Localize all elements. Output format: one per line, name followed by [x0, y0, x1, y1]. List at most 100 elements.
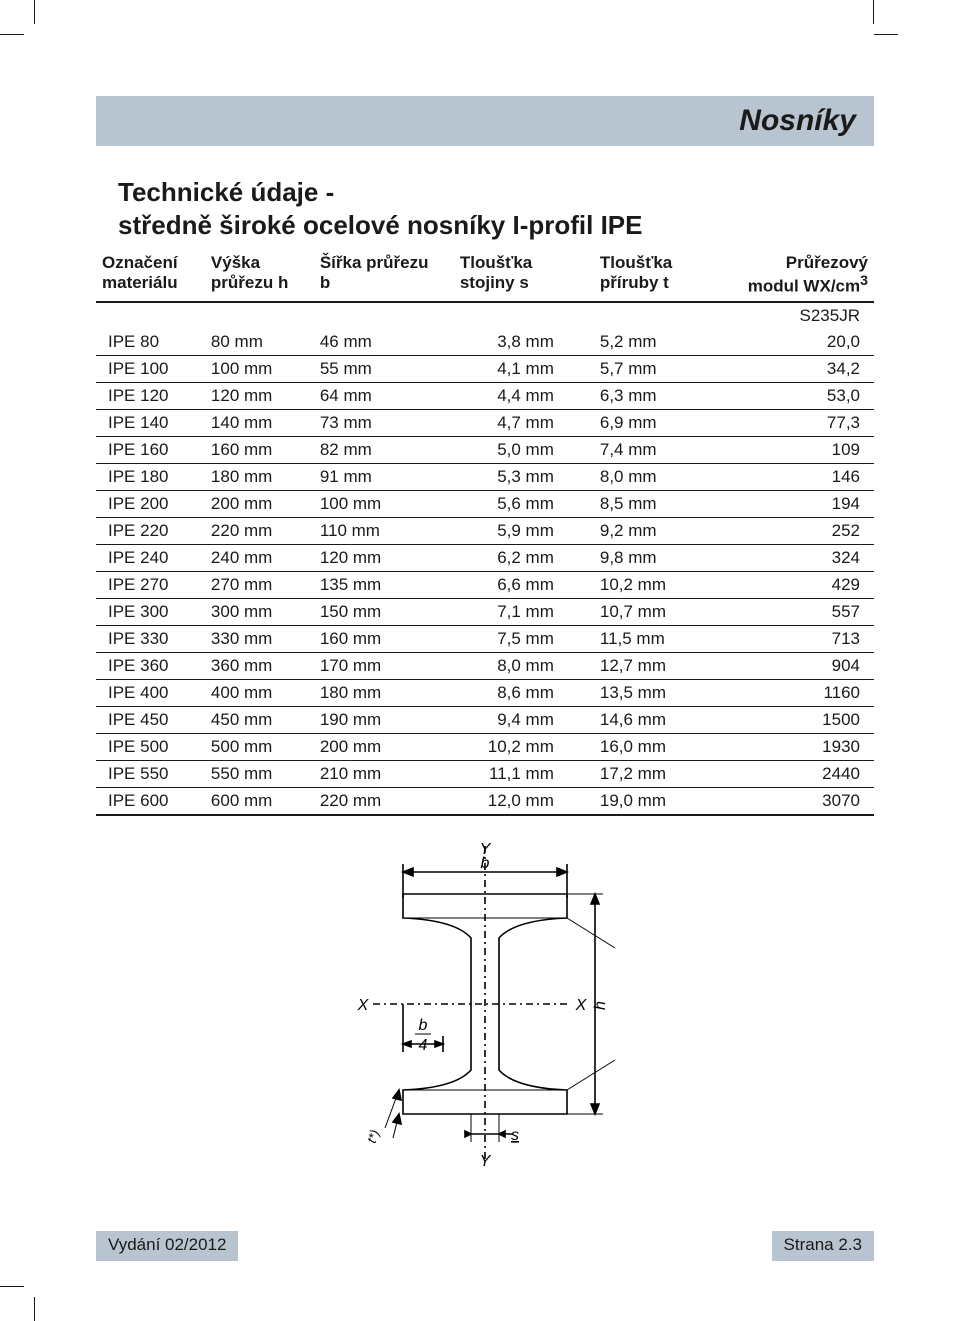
table-cell: IPE 120	[96, 383, 205, 410]
header-band: Nosníky	[96, 96, 874, 146]
col-header-height: Výškaprůřezu h	[205, 251, 314, 302]
svg-text:h: h	[592, 1001, 609, 1010]
table-cell: 77,3	[718, 410, 874, 437]
table-cell: 3,8 mm	[454, 329, 594, 356]
table-cell: 4,1 mm	[454, 356, 594, 383]
table-cell: IPE 200	[96, 491, 205, 518]
grade-cell: S235JR	[96, 302, 874, 329]
table-cell: 14,6 mm	[594, 707, 718, 734]
table-cell: 210 mm	[314, 761, 454, 788]
table-cell: IPE 500	[96, 734, 205, 761]
table-cell: IPE 160	[96, 437, 205, 464]
table-cell: 150 mm	[314, 599, 454, 626]
table-cell: 360 mm	[205, 653, 314, 680]
table-row: IPE 400400 mm180 mm8,6 mm13,5 mm1160	[96, 680, 874, 707]
table-cell: 160 mm	[205, 437, 314, 464]
table-cell: 5,6 mm	[454, 491, 594, 518]
table-cell: 7,4 mm	[594, 437, 718, 464]
table-cell: 6,3 mm	[594, 383, 718, 410]
table-cell: 200 mm	[314, 734, 454, 761]
table-cell: IPE 400	[96, 680, 205, 707]
table-cell: 11,5 mm	[594, 626, 718, 653]
table-cell: 100 mm	[205, 356, 314, 383]
table-row: IPE 120120 mm64 mm4,4 mm6,3 mm53,0	[96, 383, 874, 410]
table-cell: 600 mm	[205, 788, 314, 816]
table-cell: 220 mm	[205, 518, 314, 545]
table-cell: 12,7 mm	[594, 653, 718, 680]
table-header-row: Označenímateriálu Výškaprůřezu h Šířka p…	[96, 251, 874, 302]
footer-left: Vydání 02/2012	[96, 1231, 238, 1261]
table-cell: 5,0 mm	[454, 437, 594, 464]
table-cell: 400 mm	[205, 680, 314, 707]
svg-text:s: s	[511, 1127, 519, 1144]
svg-text:Y: Y	[480, 1153, 492, 1168]
table-cell: 7,5 mm	[454, 626, 594, 653]
table-cell: 8,0 mm	[454, 653, 594, 680]
table-cell: IPE 140	[96, 410, 205, 437]
page-title: Technické údaje - středně široké ocelové…	[118, 176, 874, 241]
table-cell: 500 mm	[205, 734, 314, 761]
table-cell: 19,0 mm	[594, 788, 718, 816]
svg-text:b: b	[419, 1017, 428, 1034]
table-cell: 4,4 mm	[454, 383, 594, 410]
col-header-modulus: Průřezovýmodul WX/cm3	[718, 251, 874, 302]
title-line-2: středně široké ocelové nosníky I-profil …	[118, 210, 643, 240]
table-cell: 91 mm	[314, 464, 454, 491]
table-row: IPE 270270 mm135 mm6,6 mm10,2 mm429	[96, 572, 874, 599]
table-cell: 8,6 mm	[454, 680, 594, 707]
svg-text:4: 4	[419, 1037, 428, 1054]
table-row: IPE 160160 mm82 mm5,0 mm7,4 mm109	[96, 437, 874, 464]
table-cell: 5,7 mm	[594, 356, 718, 383]
crop-mark	[34, 0, 35, 24]
table-cell: 180 mm	[205, 464, 314, 491]
table-cell: 194	[718, 491, 874, 518]
svg-text:t*): t*)	[364, 1128, 383, 1145]
table-cell: 4,7 mm	[454, 410, 594, 437]
table-cell: 10,7 mm	[594, 599, 718, 626]
grade-row: S235JR	[96, 302, 874, 329]
table-cell: 17,2 mm	[594, 761, 718, 788]
table-cell: 5,3 mm	[454, 464, 594, 491]
table-cell: 557	[718, 599, 874, 626]
table-cell: 5,2 mm	[594, 329, 718, 356]
table-cell: 220 mm	[314, 788, 454, 816]
table-cell: 550 mm	[205, 761, 314, 788]
table-cell: 16,0 mm	[594, 734, 718, 761]
table-cell: 240 mm	[205, 545, 314, 572]
table-row: IPE 140140 mm73 mm4,7 mm6,9 mm77,3	[96, 410, 874, 437]
table-cell: 904	[718, 653, 874, 680]
table-cell: 100 mm	[314, 491, 454, 518]
col-header-material: Označenímateriálu	[96, 251, 205, 302]
table-cell: 8,5 mm	[594, 491, 718, 518]
svg-text:X: X	[575, 997, 588, 1014]
table-cell: 34,2	[718, 356, 874, 383]
table-cell: 120 mm	[314, 545, 454, 572]
table-cell: 135 mm	[314, 572, 454, 599]
table-cell: 11,1 mm	[454, 761, 594, 788]
table-cell: IPE 330	[96, 626, 205, 653]
table-cell: IPE 220	[96, 518, 205, 545]
crop-mark	[34, 1297, 35, 1321]
content-area: Technické údaje - středně široké ocelové…	[96, 176, 874, 1168]
table-cell: 80 mm	[205, 329, 314, 356]
table-cell: 713	[718, 626, 874, 653]
table-row: IPE 360360 mm170 mm8,0 mm12,7 mm904	[96, 653, 874, 680]
table-cell: 10,2 mm	[594, 572, 718, 599]
table-cell: 1500	[718, 707, 874, 734]
crop-mark	[874, 34, 898, 35]
diagram-wrap: Y Y b X X	[96, 838, 874, 1168]
table-row: IPE 220220 mm110 mm5,9 mm9,2 mm252	[96, 518, 874, 545]
table-cell: IPE 300	[96, 599, 205, 626]
table-cell: 146	[718, 464, 874, 491]
table-row: IPE 240240 mm120 mm6,2 mm9,8 mm324	[96, 545, 874, 572]
table-cell: 140 mm	[205, 410, 314, 437]
table-cell: 200 mm	[205, 491, 314, 518]
table-cell: IPE 450	[96, 707, 205, 734]
title-line-1: Technické údaje -	[118, 177, 334, 207]
table-cell: 300 mm	[205, 599, 314, 626]
table-row: IPE 300300 mm150 mm7,1 mm10,7 mm557	[96, 599, 874, 626]
table-cell: 190 mm	[314, 707, 454, 734]
table-cell: 160 mm	[314, 626, 454, 653]
table-row: IPE 450450 mm190 mm9,4 mm14,6 mm1500	[96, 707, 874, 734]
crop-mark	[873, 0, 874, 24]
